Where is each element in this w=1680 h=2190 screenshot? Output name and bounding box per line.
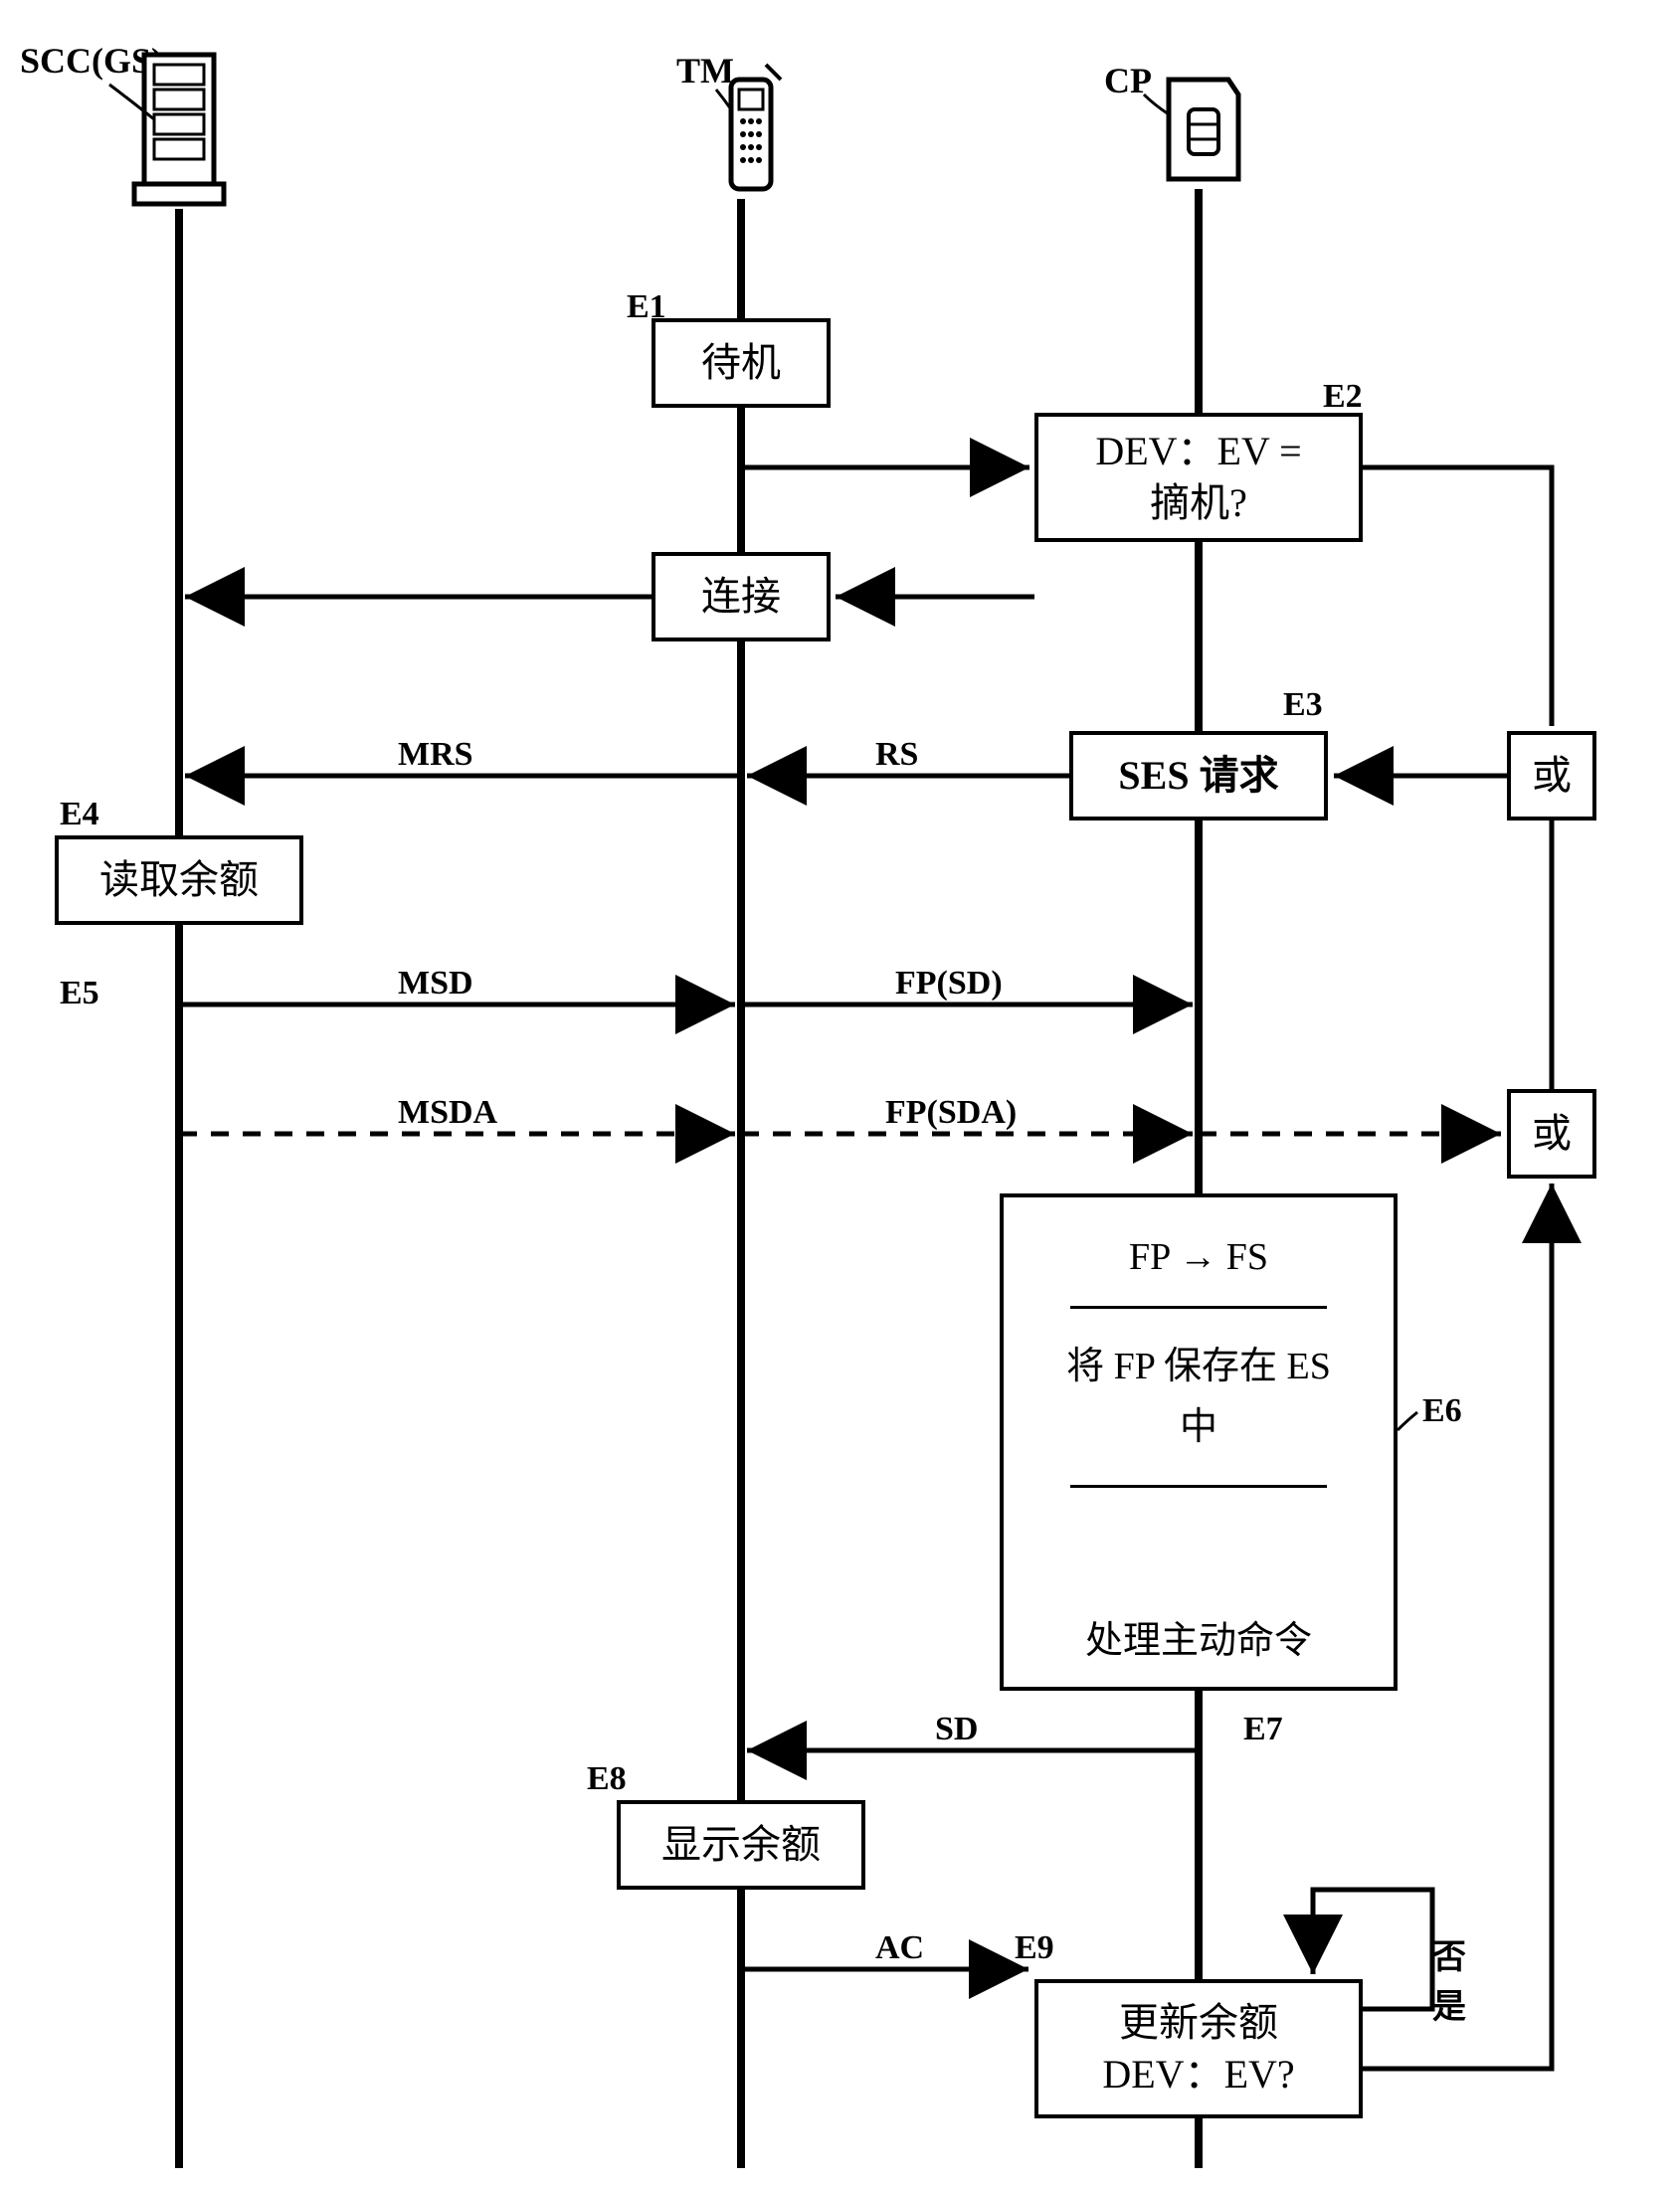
box-e4-read-balance: 读取余额: [55, 835, 303, 925]
arrow-label-fpsda: FP(SDA): [885, 1094, 1017, 1132]
step-label-e3: E3: [1283, 686, 1323, 724]
box-e8-text: 显示余额: [661, 1819, 821, 1871]
arrow-label-ac: AC: [875, 1929, 924, 1967]
step-label-e2: E2: [1323, 378, 1363, 416]
box-e1-text: 待机: [701, 337, 781, 389]
box-e2-line1: DEV：EV =: [1095, 426, 1301, 477]
box-e9-line1: 更新余额: [1119, 1997, 1278, 2049]
sim-card-icon: [1159, 70, 1248, 194]
lane-label-cp: CP: [1104, 60, 1152, 101]
divider: [1070, 1306, 1327, 1309]
step-label-e4: E4: [60, 796, 99, 833]
box-e3-ses: SES 请求: [1069, 731, 1328, 821]
step-label-e9: E9: [1015, 1929, 1054, 1967]
box-e4-text: 读取余额: [99, 854, 259, 906]
box-e9-line2: DEV：EV?: [1102, 2049, 1294, 2100]
box-or1-text: 或: [1532, 750, 1572, 802]
divider: [1070, 1485, 1327, 1488]
box-e2-dev-ev: DEV：EV = 摘机?: [1034, 413, 1363, 542]
box-e2-line2: 摘机?: [1150, 477, 1247, 529]
branch-label-yes: 是: [1432, 1979, 1466, 2028]
box-or-2: 或: [1507, 1089, 1596, 1179]
lifeline-scc: [175, 209, 183, 2168]
step-label-e6: E6: [1422, 1392, 1462, 1430]
box-connect: 连接: [652, 552, 831, 641]
arrow-label-sd: SD: [935, 1711, 978, 1748]
box-e8-display-balance: 显示余额: [617, 1800, 865, 1890]
step-label-e8: E8: [587, 1760, 627, 1798]
box-e6-line2: 将 FP 保存在 ES 中: [1016, 1327, 1382, 1468]
box-e1-standby: 待机: [652, 318, 831, 408]
arrow-label-fpsd: FP(SD): [895, 965, 1003, 1003]
box-e6-line1: FP → FS: [1016, 1227, 1382, 1288]
branch-label-no: 否: [1432, 1929, 1466, 1978]
box-or2-text: 或: [1532, 1108, 1572, 1160]
sequence-diagram: SCC(GS) TM CP: [0, 0, 1680, 2190]
box-e6-line3: 处理主动命令: [1085, 1611, 1312, 1672]
arrow-label-msda: MSDA: [398, 1094, 497, 1132]
step-label-e7: E7: [1243, 1711, 1283, 1748]
server-icon: [124, 45, 234, 219]
phone-icon: [711, 60, 791, 204]
box-e6-process: FP → FS 将 FP 保存在 ES 中 处理主动命令: [1000, 1193, 1398, 1691]
step-label-e5: E5: [60, 975, 99, 1012]
box-e9-update-balance: 更新余额 DEV：EV?: [1034, 1979, 1363, 2118]
box-e3-text: SES 请求: [1118, 750, 1278, 802]
arrow-label-mrs: MRS: [398, 736, 473, 774]
arrow-label-rs: RS: [875, 736, 918, 774]
box-connect-text: 连接: [701, 571, 781, 623]
box-or-1: 或: [1507, 731, 1596, 821]
arrow-label-msd: MSD: [398, 965, 473, 1003]
